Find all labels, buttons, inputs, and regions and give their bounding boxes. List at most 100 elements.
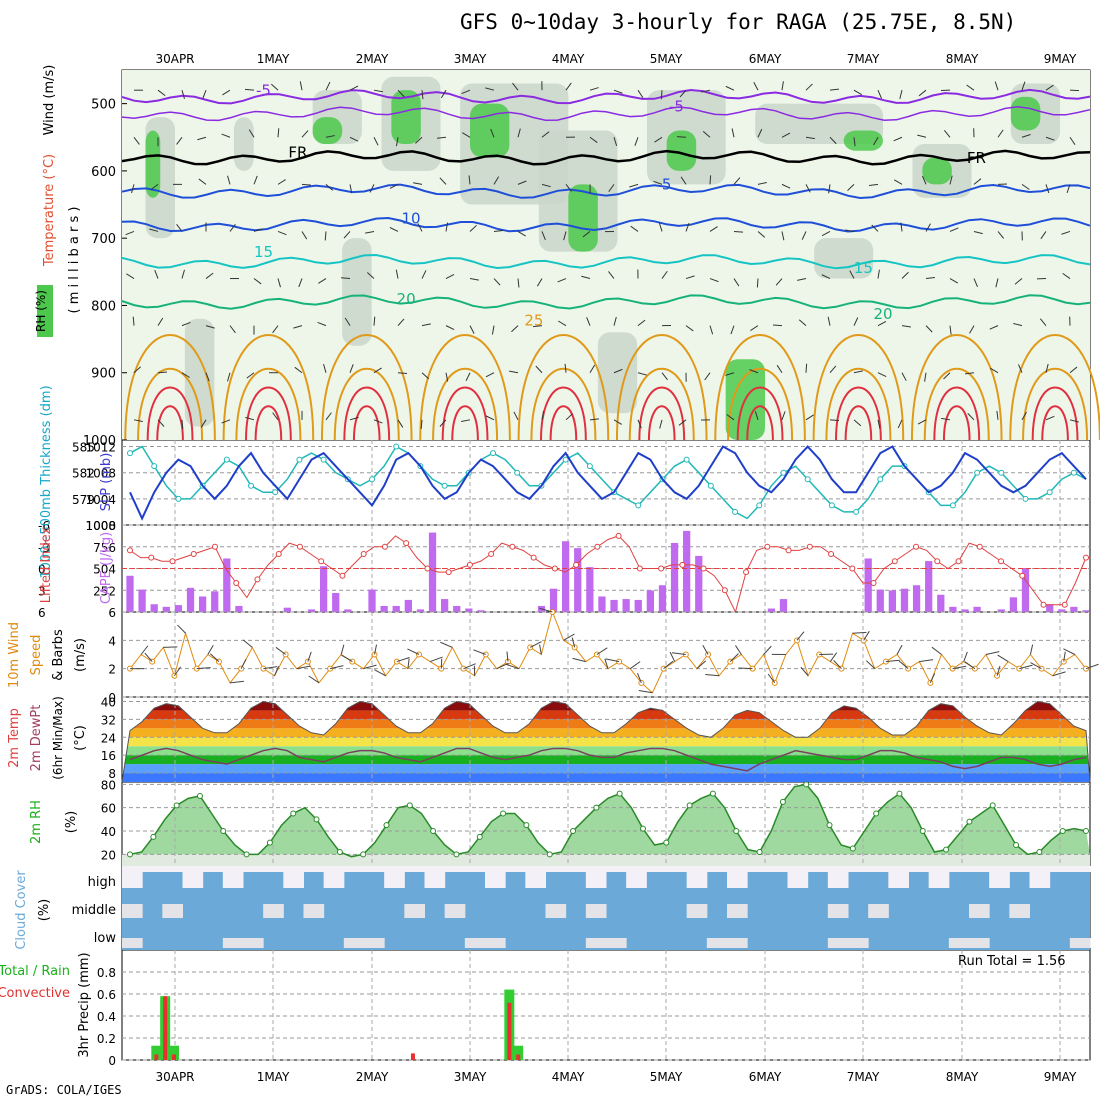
wind-barb — [853, 317, 859, 326]
wind-barb — [919, 659, 934, 663]
wind-barb — [493, 176, 500, 185]
cape-bar — [562, 541, 570, 612]
wind-barb — [873, 137, 879, 146]
wind-barb — [397, 372, 408, 375]
y-tick-label: 500 — [91, 98, 116, 113]
cape-bar — [283, 607, 291, 612]
wind-barb — [922, 175, 927, 185]
lifted-index-point — [233, 580, 240, 586]
wind-barb — [1045, 415, 1055, 421]
isotherm-warm-arch — [1009, 334, 1100, 441]
wind-barb — [301, 231, 308, 240]
cloud-gap-high — [706, 866, 728, 872]
wind-barb — [757, 128, 763, 138]
wind-barb — [800, 666, 809, 677]
cloud-gap-high — [464, 866, 486, 872]
wind-barb — [1062, 272, 1071, 279]
wind-barb — [517, 180, 527, 185]
rh2m-point — [196, 793, 203, 799]
cape-bar — [997, 609, 1005, 612]
precip-bar — [507, 1002, 512, 1060]
isotherm-warm-arch — [146, 386, 194, 441]
precip-tick-label: 0 — [108, 1054, 116, 1068]
wind-barb — [781, 411, 786, 420]
cloud-gap-high — [585, 866, 607, 888]
rh2m-point — [1013, 842, 1020, 848]
temp-band — [122, 755, 1090, 765]
isotherm-warm-arch — [343, 386, 391, 441]
wind-barb — [445, 222, 449, 232]
cape-bar — [319, 566, 328, 612]
wind-barb — [629, 661, 641, 670]
rh2m-point — [336, 849, 343, 855]
isotherm-label: 5 — [662, 176, 672, 194]
rh2m-point — [896, 790, 903, 797]
wind-barb — [132, 316, 135, 326]
isotherm-warm-arch — [441, 386, 489, 441]
wind-barb — [463, 663, 476, 670]
wind-barb — [340, 644, 345, 655]
lifted-index-point — [403, 540, 410, 547]
day-label-bottom: 2MAY — [356, 1070, 389, 1084]
temp-tick-label: 32 — [101, 713, 116, 727]
cloud-level-label: low — [94, 931, 117, 946]
lifted-index-point — [998, 558, 1005, 565]
isotherm-warm-arch — [628, 367, 695, 441]
wind-barb — [207, 645, 214, 655]
cape-bar — [912, 585, 921, 612]
wind-barb — [421, 372, 430, 380]
isotherm-warm-arch — [615, 334, 708, 441]
wind10m-panel: 0 2 4 6 — [108, 606, 1099, 705]
cloud-gap-high — [827, 866, 849, 888]
precip-bar — [163, 996, 168, 1060]
wind-barb — [421, 270, 427, 279]
lifted-index-point — [828, 551, 835, 557]
wind-barb — [343, 231, 351, 239]
li-label: Lifted Index — [39, 526, 54, 603]
wind-barb — [1045, 363, 1049, 373]
wind-barb — [133, 136, 140, 145]
rh-contour — [234, 117, 254, 171]
cape-bar — [888, 590, 897, 612]
day-label-bottom: 8MAY — [946, 1070, 979, 1084]
rh-tick-label: 80 — [101, 778, 116, 792]
wind-barb — [349, 416, 359, 421]
rh2m-panel: 20 40 60 80 — [101, 778, 1090, 866]
wind-barb — [517, 128, 521, 138]
wind-barb — [462, 132, 471, 138]
wind-barb — [373, 316, 376, 326]
y-tick-label: 600 — [91, 165, 116, 180]
credit-label: GrADS: COLA/IGES — [6, 1083, 122, 1097]
wind-barb — [925, 223, 931, 232]
thickness-tick-label: 579 — [72, 493, 95, 507]
wind-barb — [325, 412, 332, 421]
cape-bar — [416, 609, 425, 612]
wind-barb — [125, 230, 135, 236]
wind-barb — [805, 83, 813, 91]
wind-barb — [325, 183, 334, 191]
wind-barb — [517, 231, 526, 237]
wind-barb — [1021, 411, 1027, 421]
wind-barb — [263, 666, 278, 670]
wind-barb — [929, 673, 936, 684]
wind-barb — [901, 325, 911, 328]
wind-barb — [963, 651, 968, 662]
rh-contour — [666, 130, 697, 171]
wind-barb — [1045, 84, 1054, 91]
isotherm-warm-arch — [638, 386, 686, 441]
wind-barb — [660, 90, 663, 100]
thickness-point — [780, 469, 787, 476]
wind-barb — [473, 649, 486, 655]
rh2m-point — [639, 825, 646, 832]
wind-barb — [563, 231, 567, 241]
cape-bar — [1082, 610, 1090, 612]
cloud-gap-high — [222, 866, 244, 888]
wind-barb — [1066, 184, 1071, 194]
wind-barb — [461, 419, 471, 423]
cloud-gap-high — [606, 866, 627, 872]
wind-barb — [964, 661, 976, 670]
thickness-point — [272, 489, 279, 496]
cloud-gap-low — [243, 938, 264, 948]
slp-line — [129, 445, 1087, 521]
